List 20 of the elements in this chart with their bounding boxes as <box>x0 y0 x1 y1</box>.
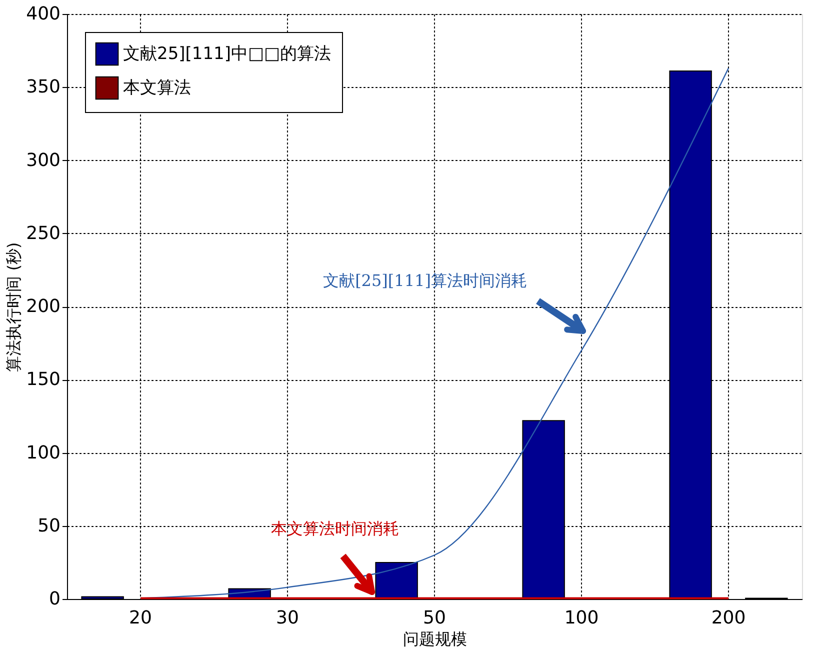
y-axis-title: 算法执行时间 (秒) <box>4 242 24 372</box>
y-tick-label: 200 <box>26 296 60 317</box>
x-tick-label: 20 <box>129 608 152 628</box>
y-tick-label: 250 <box>26 222 60 244</box>
x-tick-label: 200 <box>711 608 746 628</box>
y-tick-label: 300 <box>26 150 60 171</box>
y-tick-label: 150 <box>26 369 60 390</box>
y-tick-label: 50 <box>38 515 60 536</box>
y-tick-label: 350 <box>26 76 60 98</box>
legend-label: 文献25][111]中□□的算法 <box>123 44 332 64</box>
x-tick-label: 50 <box>423 608 446 628</box>
x-axis-title: 问题规模 <box>403 630 467 648</box>
y-tick-label: 100 <box>26 442 60 464</box>
legend-label: 本文算法 <box>123 78 191 98</box>
x-tick-label: 100 <box>564 608 599 628</box>
annotation: 文献[25][111]算法时间消耗 <box>323 271 527 290</box>
y-tick-label: 0 <box>49 588 60 610</box>
x-tick-label: 30 <box>276 608 299 628</box>
annotation: 本文算法时间消耗 <box>271 519 399 538</box>
y-tick-label: 400 <box>26 4 60 24</box>
